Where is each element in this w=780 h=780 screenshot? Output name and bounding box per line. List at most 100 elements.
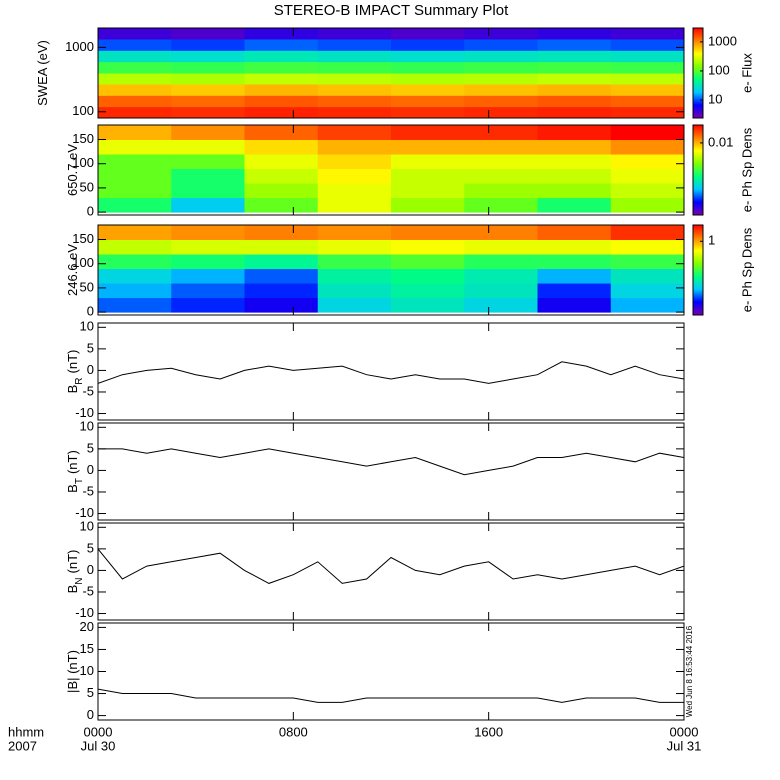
year-label: 2007: [8, 738, 37, 753]
heatmap-cell: [98, 50, 172, 63]
heatmap-cell: [537, 197, 612, 213]
heatmap-cell: [317, 183, 392, 199]
heatmap-cell: [98, 239, 172, 255]
heatmap-cell: [317, 28, 392, 40]
heatmap-cell: [610, 73, 684, 85]
heatmap-cell: [171, 139, 245, 155]
heatmap-cell: [171, 95, 245, 108]
heatmap-cell: [98, 125, 172, 141]
y-tick-label: -5: [82, 583, 94, 598]
heatmap-cell: [317, 73, 392, 85]
heatmap-cell: [244, 183, 319, 199]
heatmap-cell: [391, 168, 465, 184]
time-label: hhmm: [8, 724, 44, 739]
heatmap-cell: [98, 154, 172, 170]
heatmap-cell: [171, 254, 245, 270]
x-tick-label: 0000: [84, 724, 113, 739]
heatmap-cell: [610, 28, 684, 40]
heatmap-cell: [537, 125, 612, 141]
heatmap-cell: [317, 268, 392, 284]
heatmap-cell: [171, 125, 245, 141]
heatmap-cell: [610, 225, 684, 241]
heatmap-cell: [610, 38, 684, 51]
plot-area: [98, 361, 684, 384]
y-axis-label: BN(nT): [65, 550, 85, 594]
heatmap-cell: [317, 50, 392, 63]
heatmap-cell: [391, 254, 465, 270]
y-tick-label: 50: [80, 279, 94, 294]
y-tick-label: 100: [72, 155, 94, 170]
heatmap-cell: [317, 106, 392, 118]
panel-frame: [97, 27, 685, 119]
colorbar-tick-label: 10: [708, 91, 722, 106]
timestamp: Wed Jun 8 16:53:44 2016: [685, 625, 694, 717]
heatmap-cell: [464, 28, 538, 40]
heatmap-cell: [98, 106, 172, 118]
plot-area: [98, 125, 684, 213]
heatmap-cell: [391, 50, 465, 63]
x-tick-label: 1600: [474, 724, 503, 739]
heatmap-cell: [537, 28, 612, 40]
heatmap-cell: [464, 168, 538, 184]
heatmap-cell: [464, 139, 538, 155]
heatmap-cell: [537, 183, 612, 199]
chart-title: STEREO-B IMPACT Summary Plot: [274, 2, 509, 19]
heatmap-cell: [317, 239, 392, 255]
heatmap-cell: [244, 95, 319, 108]
heatmap-cell: [537, 268, 612, 284]
heatmap-cell: [464, 297, 538, 313]
heatmap-cell: [537, 254, 612, 270]
heatmap-cell: [317, 297, 392, 313]
heatmap-cell: [464, 239, 538, 255]
y-tick-label: 15: [80, 641, 94, 656]
heatmap-cell: [464, 183, 538, 199]
heatmap-cell: [464, 95, 538, 108]
heatmap-cell: [244, 197, 319, 213]
y-tick-label: 20: [80, 619, 94, 634]
heatmap-cell: [391, 183, 465, 199]
colorbar-tick-label: 100: [708, 62, 730, 77]
y-tick-label: -10: [75, 405, 94, 420]
heatmap-cell: [610, 61, 684, 74]
heatmap-cell: [244, 268, 319, 284]
y-axis-label: |B| (nT): [65, 650, 80, 693]
heatmap-cell: [537, 297, 612, 313]
heatmap-cell: [98, 183, 172, 199]
heatmap-cell: [98, 197, 172, 213]
heatmap-cell: [317, 254, 392, 270]
y-tick-label: -10: [75, 505, 94, 520]
heatmap-cell: [244, 239, 319, 255]
heatmap-cell: [464, 106, 538, 118]
heatmap-cell: [171, 183, 245, 199]
panel-frame: [97, 622, 685, 721]
heatmap-cell: [98, 28, 172, 40]
y-tick-label: -10: [75, 605, 94, 620]
heatmap-cell: [244, 125, 319, 141]
plot-area: [98, 548, 684, 584]
y-tick-label: -5: [82, 383, 94, 398]
heatmap-cell: [244, 254, 319, 270]
heatmap-cell: [171, 197, 245, 213]
heatmap-cell: [98, 83, 172, 96]
heatmap-cell: [244, 297, 319, 313]
heatmap-cell: [464, 154, 538, 170]
heatmap-cell: [317, 197, 392, 213]
heatmap-cell: [391, 83, 465, 96]
heatmap-cell: [610, 297, 684, 313]
y-tick-label: 50: [80, 179, 94, 194]
colorbar-tick-label: 0.01: [708, 134, 733, 149]
heatmap-cell: [317, 168, 392, 184]
heatmap-cell: [317, 38, 392, 51]
heatmap-cell: [610, 50, 684, 63]
heatmap-cell: [391, 268, 465, 284]
heatmap-cell: [537, 61, 612, 74]
heatmap-cell: [317, 61, 392, 74]
colorbar-tick-label: 1: [708, 233, 715, 248]
heatmap-cell: [537, 95, 612, 108]
heatmap-cell: [244, 73, 319, 85]
heatmap-cell: [171, 297, 245, 313]
x-tick-label: 0800: [279, 724, 308, 739]
panel-frame: [97, 124, 685, 216]
y-tick-label: 0: [87, 462, 94, 477]
